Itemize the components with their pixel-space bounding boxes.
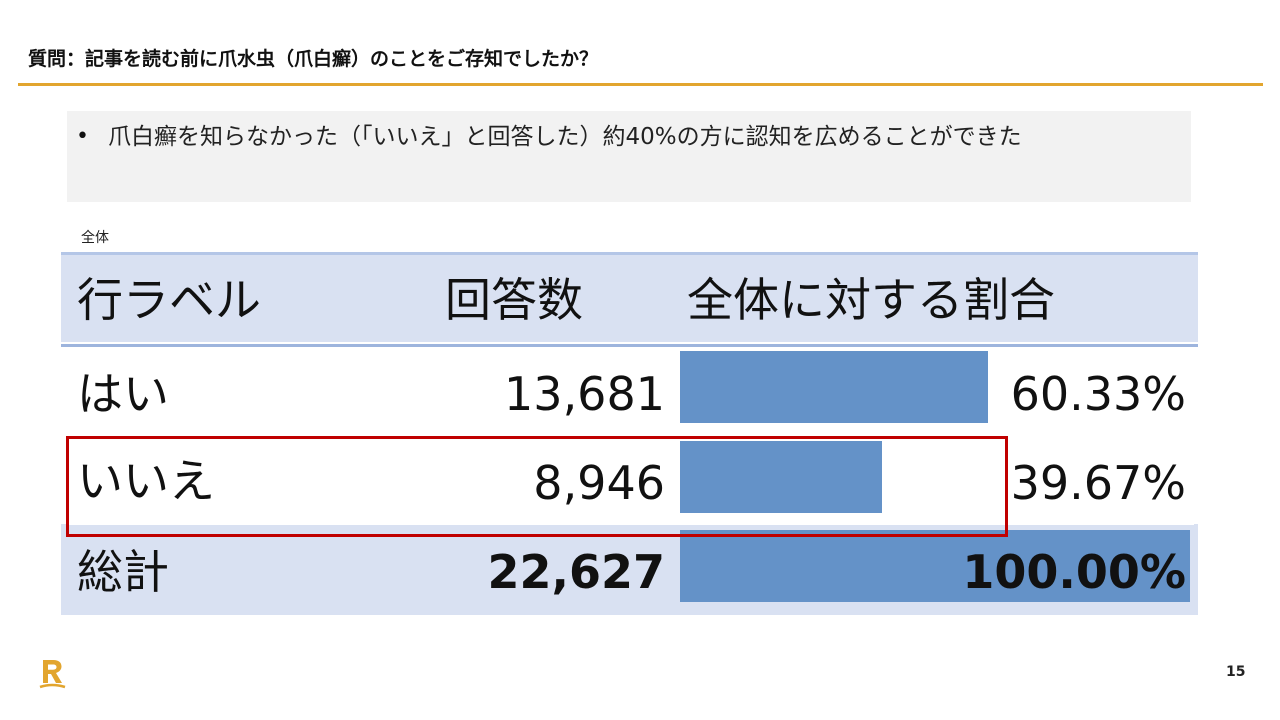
- table-row-total: 総計 22,627 100.00%: [61, 525, 1198, 615]
- row-percent-no: 39.67%: [1010, 456, 1186, 510]
- table-header-row: 行ラベル 回答数 全体に対する割合: [61, 252, 1198, 342]
- note-bullet: •: [76, 124, 89, 149]
- pivot-table: 行ラベル 回答数 全体に対する割合 はい 13,681 60.33% いいえ 8…: [61, 252, 1198, 615]
- table-caption: 全体: [81, 230, 109, 246]
- highlight-box-no: [66, 436, 1008, 537]
- header-row-label: 行ラベル: [77, 273, 261, 327]
- row-label-yes: はい: [77, 367, 169, 421]
- page-number: 15: [1226, 664, 1246, 680]
- header-count: 回答数: [445, 273, 583, 327]
- note-text: 爪白癬を知らなかった（「いいえ」と回答した）約40%の方に認知を広めることができ…: [108, 124, 1022, 150]
- rakuten-r-icon: [39, 660, 66, 689]
- row-count-yes: 13,681: [504, 367, 665, 421]
- header-share: 全体に対する割合: [687, 273, 1055, 327]
- table-row-no: いいえ 8,946 39.67%: [61, 434, 1198, 524]
- row-label-total: 総計: [77, 545, 169, 599]
- row-percent-yes: 60.33%: [1010, 367, 1186, 421]
- row-count-total: 22,627: [487, 545, 665, 599]
- note-box: [67, 111, 1191, 202]
- title-divider: [18, 83, 1263, 86]
- row-label-no: いいえ: [77, 454, 215, 508]
- slide-title: 質問：記事を読む前に爪水虫（爪白癬）のことをご存知でしたか？: [28, 48, 599, 70]
- table-row-yes: はい 13,681 60.33%: [61, 344, 1198, 434]
- share-bar-yes: [680, 351, 988, 423]
- row-percent-total: 100.00%: [962, 545, 1186, 599]
- share-bar-total: [680, 530, 1190, 602]
- share-bar-no: [680, 441, 882, 513]
- row-count-no: 8,946: [533, 456, 665, 510]
